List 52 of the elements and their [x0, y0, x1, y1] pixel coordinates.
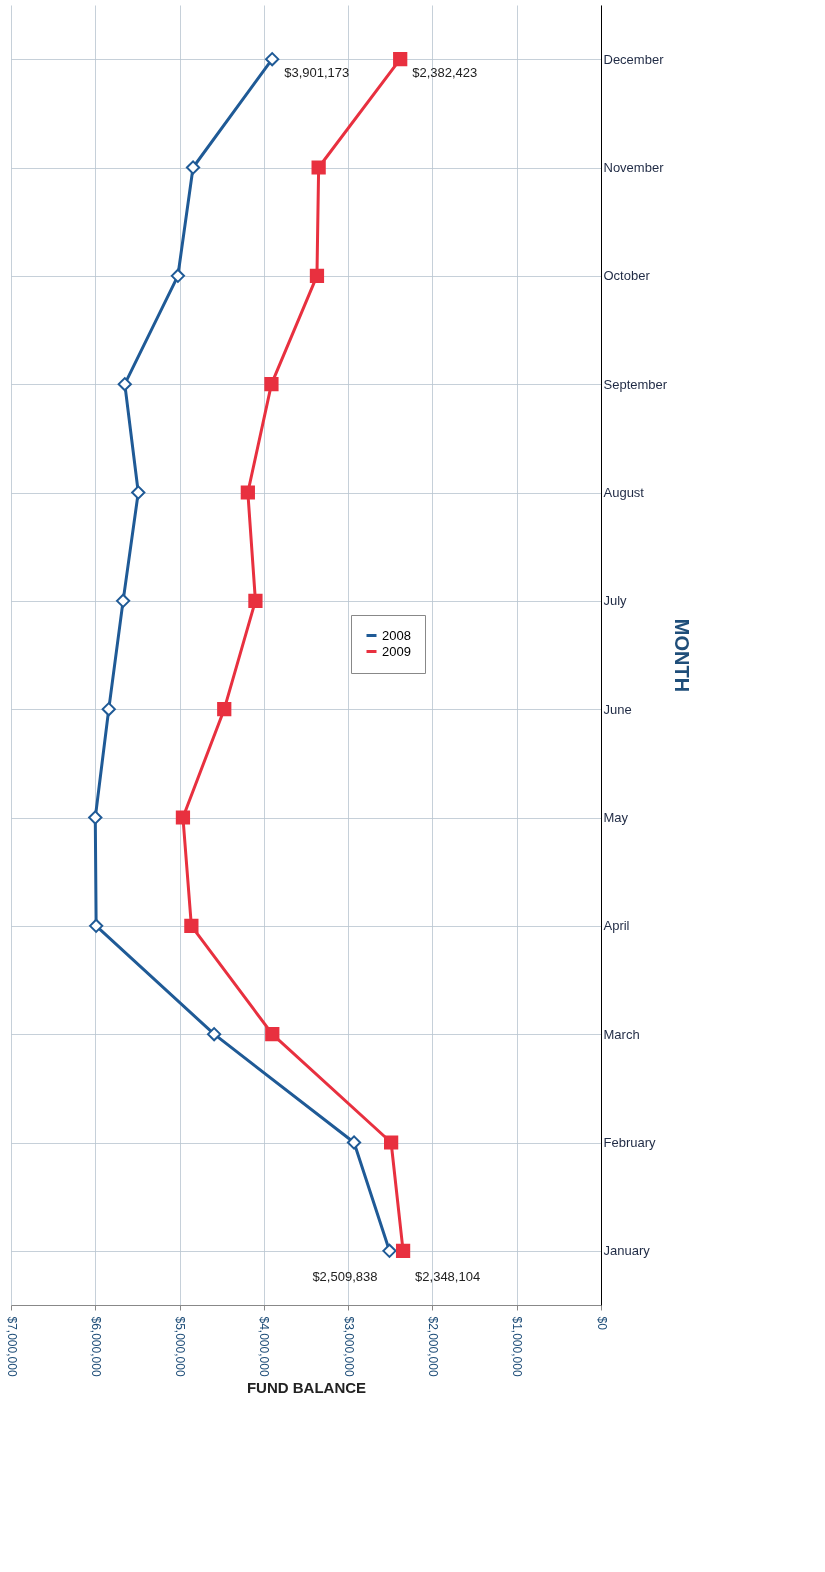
annotation: $2,509,838	[312, 1268, 378, 1284]
y-tick-label: June	[603, 701, 632, 717]
annotation: $2,348,104	[415, 1268, 481, 1284]
legend-label: 2008	[382, 627, 411, 643]
point	[395, 1243, 411, 1258]
y-axis-title: MONTH	[671, 618, 694, 693]
x-axis-title: FUND BALANCE	[246, 1378, 367, 1396]
point	[207, 1027, 222, 1042]
y-tick-label: December	[603, 51, 665, 67]
y-tick-label: March	[603, 1026, 640, 1042]
point	[185, 160, 201, 175]
x-tick-label: $6,000,000	[88, 1316, 103, 1377]
y-tick-label: February	[603, 1135, 657, 1150]
point	[115, 593, 131, 608]
x-tick-label: $2,000,000	[425, 1316, 440, 1377]
y-tick-label: July	[603, 593, 628, 609]
point	[240, 485, 255, 500]
y-tick-label: May	[603, 810, 629, 825]
x-tick-label: $1,000,000	[510, 1316, 525, 1377]
point	[382, 1243, 397, 1258]
point	[170, 268, 186, 283]
x-tick-label: $0	[594, 1316, 609, 1331]
legend-label: 2009	[382, 643, 411, 659]
y-tick-label: September	[603, 376, 668, 392]
point	[265, 1027, 280, 1042]
point	[89, 918, 104, 933]
point	[265, 52, 280, 67]
x-tick-label: $5,000,000	[173, 1316, 188, 1377]
y-tick-label: August	[603, 485, 645, 500]
x-tick-label: $4,000,000	[257, 1316, 272, 1377]
point	[175, 810, 191, 825]
point	[217, 702, 232, 717]
point	[311, 160, 326, 175]
x-tick-label: $3,000,000	[341, 1316, 356, 1377]
point	[88, 810, 103, 825]
point	[264, 377, 279, 392]
point	[101, 702, 116, 717]
y-tick-label: April	[603, 918, 630, 934]
point	[117, 377, 132, 392]
point	[131, 485, 146, 500]
y-tick-label: October	[603, 268, 651, 284]
y-tick-label: November	[603, 160, 665, 175]
y-tick-label: January	[603, 1243, 651, 1259]
annotation: $3,901,173	[284, 65, 350, 81]
point	[384, 1135, 399, 1150]
x-tick-label: $7,000,000	[4, 1316, 19, 1377]
annotation: $2,382,423	[412, 65, 478, 81]
point	[393, 52, 408, 67]
point	[248, 593, 263, 608]
point	[309, 268, 325, 283]
point	[346, 1135, 362, 1150]
point	[184, 918, 199, 933]
